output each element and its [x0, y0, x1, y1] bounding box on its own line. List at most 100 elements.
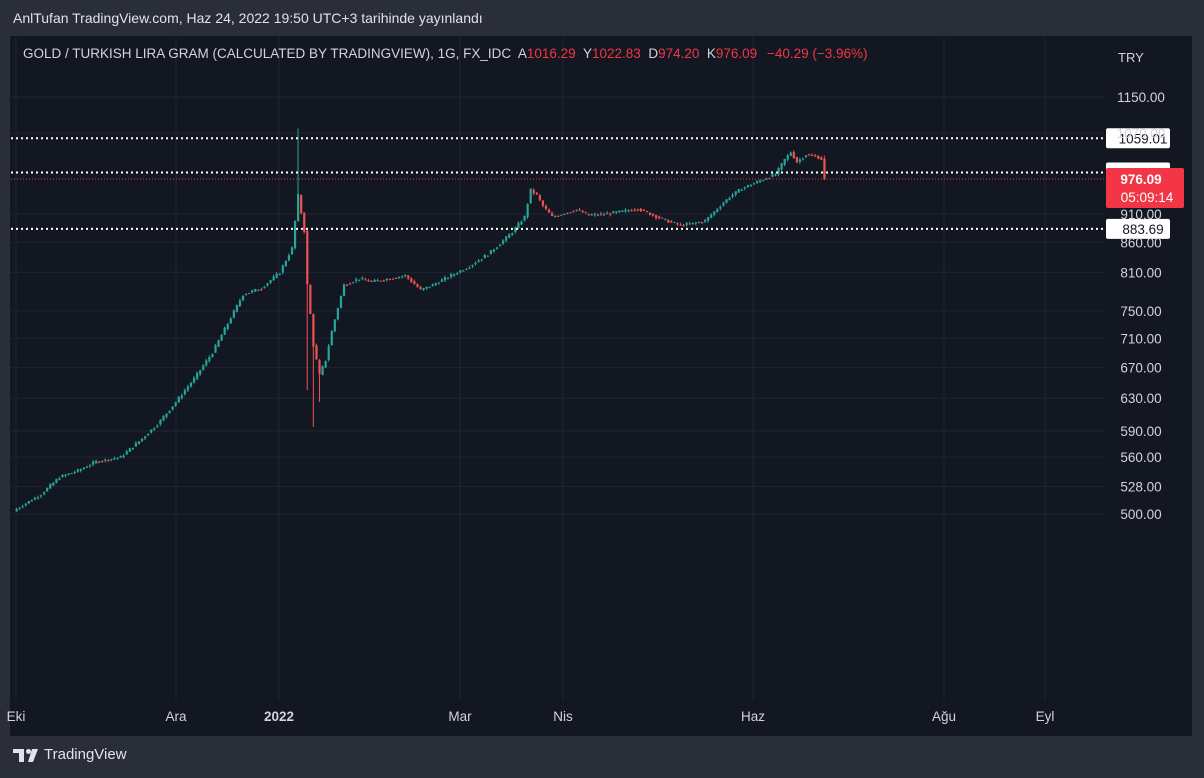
candle-body	[440, 279, 444, 282]
candle-body	[36, 497, 40, 499]
candle-body	[189, 382, 193, 387]
candle-body	[413, 281, 416, 285]
candle-body	[33, 497, 37, 500]
candle-body	[306, 230, 309, 285]
candle-body	[376, 280, 379, 282]
candle-body	[27, 501, 30, 504]
candle-body	[670, 221, 673, 223]
candle-body	[18, 507, 21, 509]
candle-body	[241, 295, 245, 301]
candle-body	[749, 185, 753, 187]
candle-body	[618, 210, 621, 213]
open-label: A	[517, 46, 527, 61]
candle-body	[804, 155, 808, 158]
candle-body	[621, 210, 624, 212]
candle-body	[603, 214, 606, 216]
candle-body	[110, 458, 113, 460]
price-tick-label: 590.00	[1120, 424, 1161, 439]
candle-body	[694, 222, 698, 224]
currency-label[interactable]: TRY	[1118, 50, 1144, 65]
candle-body	[284, 260, 287, 267]
candle-body	[446, 277, 450, 279]
candle-body	[67, 473, 70, 476]
time-tick-label: 2022	[264, 709, 294, 724]
candle-body	[76, 469, 79, 472]
candle-body	[214, 345, 217, 353]
chart-panel[interactable]	[10, 36, 1192, 736]
candle-body	[254, 289, 257, 292]
candle-body	[177, 396, 180, 403]
price-tag	[1106, 128, 1170, 149]
candle-body	[165, 413, 168, 417]
candle-body	[502, 240, 505, 244]
candle-body	[186, 386, 190, 391]
candle-body	[685, 223, 688, 225]
candle-body	[700, 222, 704, 224]
candle-body	[593, 213, 597, 216]
candle-body	[780, 163, 783, 170]
candle-body	[232, 310, 235, 318]
candle-body	[572, 211, 575, 213]
price-tick-label: 710.00	[1120, 331, 1161, 346]
candle-body	[697, 221, 701, 223]
brand-name: TradingView	[44, 746, 127, 763]
candle-body	[226, 323, 229, 330]
price-tick-label: 860.00	[1120, 235, 1161, 250]
candle-body	[477, 260, 480, 263]
change-value: −40.29 (−3.96%)	[766, 46, 868, 61]
candle-body	[43, 492, 46, 495]
candle-body	[786, 155, 789, 160]
last-price-tag	[1106, 168, 1184, 209]
candle-body	[24, 503, 27, 506]
candle-body	[223, 327, 226, 335]
candle-body	[713, 211, 716, 215]
candle-body	[554, 216, 557, 218]
candle-body	[312, 314, 315, 347]
price-tick-label: 528.00	[1120, 480, 1161, 495]
candle-body	[759, 180, 762, 182]
candle-body	[811, 155, 814, 157]
candle-body	[364, 279, 367, 281]
candle-body	[339, 295, 343, 308]
candle-body	[168, 410, 171, 414]
tradingview-brand[interactable]: TradingView	[13, 746, 127, 763]
candle-body	[599, 213, 603, 215]
candle-body	[352, 282, 355, 284]
candle-body	[587, 213, 590, 216]
candle-body	[658, 216, 661, 219]
candle-body	[315, 345, 318, 360]
candle-body	[410, 278, 413, 282]
candle-body	[655, 215, 658, 218]
candle-body	[153, 428, 156, 430]
candle-body	[541, 200, 545, 206]
open-value: 1016.29	[526, 46, 576, 61]
candle-body	[131, 447, 134, 450]
candle-body	[275, 273, 278, 278]
candle-body	[15, 508, 18, 512]
candle-body	[199, 370, 202, 375]
candle-body	[734, 191, 737, 195]
candle-body	[774, 174, 777, 176]
candle-body	[752, 183, 756, 185]
candle-body	[648, 212, 652, 216]
candle-body	[551, 213, 554, 217]
candle-body	[263, 286, 266, 289]
candle-body	[743, 187, 746, 189]
publish-info: AnlTufan TradingView.com, Haz 24, 2022 1…	[13, 10, 483, 26]
symbol-name: GOLD / TURKISH LIRA GRAM (CALCULATED BY …	[23, 46, 512, 61]
price-tick-label: 1150.00	[1117, 90, 1165, 105]
candle-body	[416, 284, 419, 288]
candle-body	[777, 167, 780, 175]
candle-body	[520, 221, 523, 225]
candle-body	[119, 455, 122, 458]
candle-body	[725, 199, 728, 203]
time-tick-label: Ağu	[932, 709, 956, 724]
candle-body	[419, 287, 422, 290]
candle-body	[333, 319, 336, 332]
candle-body	[584, 212, 587, 214]
candle-body	[345, 284, 349, 286]
candle-body	[823, 158, 826, 180]
candle-body	[321, 366, 324, 375]
candle-body	[498, 244, 502, 247]
